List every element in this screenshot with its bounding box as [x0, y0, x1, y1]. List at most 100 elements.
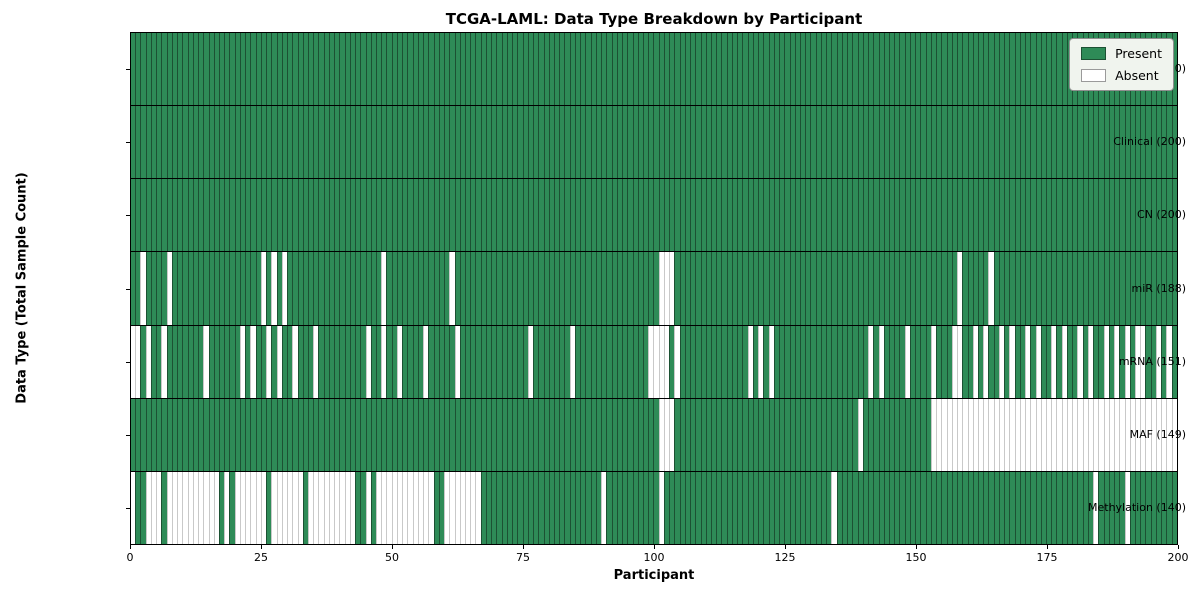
heatmap-cell [533, 398, 539, 471]
heatmap-cell [690, 252, 696, 325]
heatmap-cell [810, 106, 816, 179]
heatmap-cell [344, 325, 350, 398]
heatmap-cell [648, 325, 654, 398]
heatmap-cell [287, 106, 293, 179]
heatmap-cell [417, 325, 424, 398]
heatmap-cell [967, 471, 973, 544]
heatmap-cell [255, 325, 261, 398]
heatmap-cell [873, 325, 879, 398]
heatmap-cell [454, 33, 460, 106]
heatmap-cell [569, 252, 575, 325]
heatmap-cell [485, 106, 492, 179]
heatmap-cell [580, 179, 586, 252]
heatmap-cell [998, 325, 1005, 398]
heatmap-cell [470, 106, 476, 179]
heatmap-cell [360, 106, 366, 179]
heatmap-cell [972, 33, 978, 106]
heatmap-cell [203, 325, 209, 398]
heatmap-cell [1155, 252, 1162, 325]
heatmap-cell [1108, 471, 1115, 544]
heatmap-cell [674, 471, 680, 544]
heatmap-cell [1025, 33, 1031, 106]
heatmap-cell [590, 33, 596, 106]
heatmap-cell [904, 398, 910, 471]
heatmap-cell [967, 179, 973, 252]
heatmap-cell [292, 106, 298, 179]
heatmap-cell [386, 325, 392, 398]
heatmap-cell [815, 325, 821, 398]
heatmap-cell [454, 179, 460, 252]
heatmap-cell [433, 106, 439, 179]
heatmap-cell [904, 33, 910, 106]
heatmap-cell [585, 325, 591, 398]
x-tick-mark [130, 545, 131, 549]
heatmap-cell [951, 179, 958, 252]
heatmap-cell [522, 398, 528, 471]
heatmap-cell [721, 398, 727, 471]
heatmap-cell [370, 33, 377, 106]
heatmap-cell [224, 325, 230, 398]
heatmap-cell [449, 325, 455, 398]
heatmap-cell [407, 471, 413, 544]
heatmap-cell [417, 33, 424, 106]
heatmap-cell [412, 471, 418, 544]
heatmap-cell [1077, 325, 1083, 398]
heatmap-cell [271, 325, 277, 398]
heatmap-cell [1040, 106, 1047, 179]
heatmap-cell [894, 179, 900, 252]
heatmap-cell [548, 252, 554, 325]
heatmap-cell [1155, 398, 1162, 471]
heatmap-cell [951, 471, 958, 544]
heatmap-cell [904, 252, 910, 325]
heatmap-cell [758, 471, 764, 544]
heatmap-cell [192, 325, 199, 398]
heatmap-cell [527, 325, 534, 398]
heatmap-cell [569, 179, 575, 252]
heatmap-cell [527, 179, 534, 252]
heatmap-cell [632, 398, 638, 471]
heatmap-cell [150, 471, 157, 544]
heatmap-cell [1066, 398, 1073, 471]
heatmap-cell [187, 471, 193, 544]
heatmap-cell [318, 179, 324, 252]
heatmap-cell [826, 398, 832, 471]
heatmap-cell [496, 325, 502, 398]
heatmap-cell [533, 471, 539, 544]
heatmap-cell [150, 398, 157, 471]
heatmap-cell [962, 106, 968, 179]
heatmap-cell [449, 252, 455, 325]
heatmap-cell [131, 471, 136, 544]
heatmap-cell [831, 325, 837, 398]
heatmap-cell [538, 471, 544, 544]
heatmap-cell [271, 179, 277, 252]
heatmap-cell [957, 398, 963, 471]
heatmap-cell [909, 106, 916, 179]
heatmap-cell [307, 106, 314, 179]
heatmap-cell [716, 471, 722, 544]
heatmap-cell [925, 252, 931, 325]
heatmap-cell [941, 179, 947, 252]
heatmap-cell [522, 471, 528, 544]
heatmap-cell [742, 33, 748, 106]
heatmap-cell [250, 179, 256, 252]
heatmap-cell [161, 106, 167, 179]
heatmap-cell [580, 33, 586, 106]
heatmap-cell [438, 252, 445, 325]
heatmap-cell [1093, 325, 1099, 398]
heatmap-cell [611, 325, 617, 398]
heatmap-cell [166, 398, 172, 471]
heatmap-cell [407, 106, 413, 179]
heatmap-cell [721, 325, 727, 398]
heatmap-cell [826, 325, 832, 398]
heatmap-cell [674, 106, 680, 179]
heatmap-cell [1061, 179, 1067, 252]
heatmap-cell [758, 33, 764, 106]
heatmap-cell [820, 33, 827, 106]
heatmap-cell [553, 398, 560, 471]
heatmap-cell [517, 179, 523, 252]
heatmap-cell [1114, 106, 1120, 179]
heatmap-cell [925, 398, 931, 471]
heatmap-cell [616, 398, 623, 471]
heatmap-cell [658, 106, 664, 179]
heatmap-cell [653, 252, 659, 325]
